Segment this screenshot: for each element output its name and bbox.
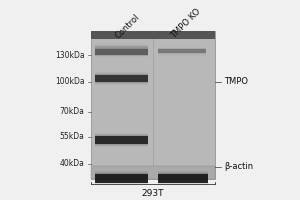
Text: Control: Control (114, 12, 142, 40)
Bar (95, 172, 148, 184)
Bar (91, 31, 215, 179)
Text: 130kDa: 130kDa (55, 51, 85, 60)
Text: 293T: 293T (142, 189, 164, 198)
Text: TMPO KO: TMPO KO (169, 7, 202, 40)
Text: 100kDa: 100kDa (55, 77, 85, 86)
Text: 55kDa: 55kDa (60, 132, 85, 141)
Bar (158, 47, 206, 56)
Bar (95, 73, 148, 84)
Bar (158, 172, 208, 184)
Bar (95, 49, 148, 55)
Bar (95, 44, 148, 51)
Bar (95, 75, 148, 82)
Bar (158, 48, 206, 55)
Bar (95, 72, 148, 85)
Bar (158, 48, 206, 54)
Bar (95, 74, 148, 83)
Bar (91, 31, 215, 39)
Bar (95, 43, 148, 52)
Bar (91, 166, 215, 179)
Bar (95, 48, 148, 56)
Bar (95, 47, 148, 57)
Text: 40kDa: 40kDa (60, 159, 85, 168)
Bar (95, 134, 148, 146)
Bar (95, 173, 148, 183)
Bar (95, 171, 148, 185)
Text: 70kDa: 70kDa (60, 107, 85, 116)
Bar (95, 135, 148, 145)
Text: β-actin: β-actin (224, 162, 254, 171)
Bar (95, 136, 148, 144)
Text: TMPO: TMPO (224, 77, 248, 86)
Bar (95, 46, 148, 49)
Bar (95, 48, 148, 56)
Bar (95, 133, 148, 147)
Bar (158, 174, 208, 183)
Bar (158, 173, 208, 183)
Bar (158, 49, 206, 53)
Bar (95, 174, 148, 183)
Bar (95, 45, 148, 50)
Bar (158, 171, 208, 185)
